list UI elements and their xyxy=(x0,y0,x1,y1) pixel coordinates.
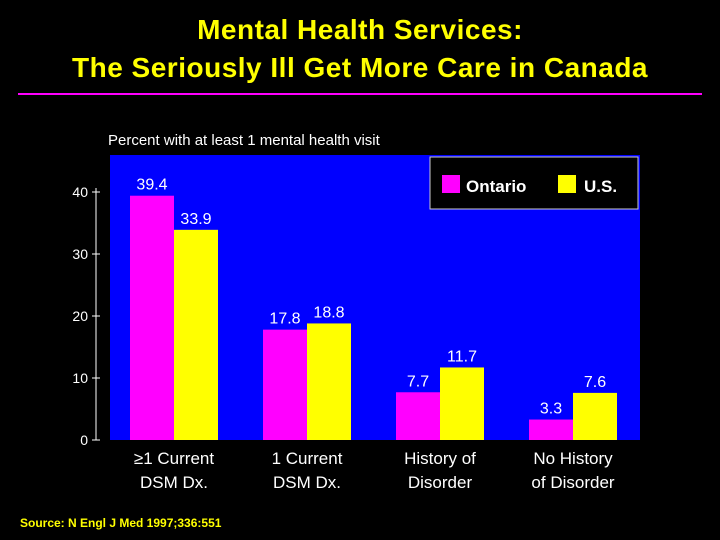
category-label: DSM Dx. xyxy=(140,473,208,492)
bar-ontario-3 xyxy=(396,392,440,440)
y-tick-label: 40 xyxy=(72,184,88,200)
source-citation: Source: N Engl J Med 1997;336:551 xyxy=(20,516,222,530)
legend-swatch-ontario xyxy=(442,175,460,193)
bar-us-3 xyxy=(440,367,484,440)
title-line-1: Mental Health Services: xyxy=(197,14,523,45)
bar-ontario-4 xyxy=(529,419,573,440)
title-divider xyxy=(18,93,702,95)
y-tick-label: 30 xyxy=(72,246,88,262)
data-label: 33.9 xyxy=(180,211,211,228)
legend-label-us: U.S. xyxy=(584,177,617,196)
category-label: DSM Dx. xyxy=(273,473,341,492)
data-label: 3.3 xyxy=(540,401,562,418)
bar-us-1 xyxy=(174,229,218,440)
bar-ontario-2 xyxy=(263,329,307,440)
bar-ontario-1 xyxy=(130,195,174,440)
category-label: Disorder xyxy=(408,473,473,492)
y-tick-label: 10 xyxy=(72,370,88,386)
data-label: 39.4 xyxy=(136,177,167,194)
bar-us-4 xyxy=(573,392,617,440)
data-label: 7.7 xyxy=(407,373,429,390)
chart-title: Percent with at least 1 mental health vi… xyxy=(108,132,381,149)
data-label: 18.8 xyxy=(313,304,344,321)
bar-us-2 xyxy=(307,323,351,440)
title-line-2: The Seriously Ill Get More Care in Canad… xyxy=(72,52,648,83)
category-label: of Disorder xyxy=(531,473,614,492)
legend-label-ontario: Ontario xyxy=(466,177,526,196)
category-label: No History xyxy=(533,449,613,468)
y-tick-label: 0 xyxy=(80,432,88,448)
legend-swatch-us xyxy=(558,175,576,193)
category-label: History of xyxy=(404,449,476,468)
category-label: 1 Current xyxy=(272,449,343,468)
data-label: 7.6 xyxy=(584,374,606,391)
legend-box xyxy=(429,156,639,210)
y-tick-label: 20 xyxy=(72,308,88,324)
category-label: ≥1 Current xyxy=(134,449,214,468)
data-label: 11.7 xyxy=(447,348,477,365)
data-label: 17.8 xyxy=(269,311,300,328)
